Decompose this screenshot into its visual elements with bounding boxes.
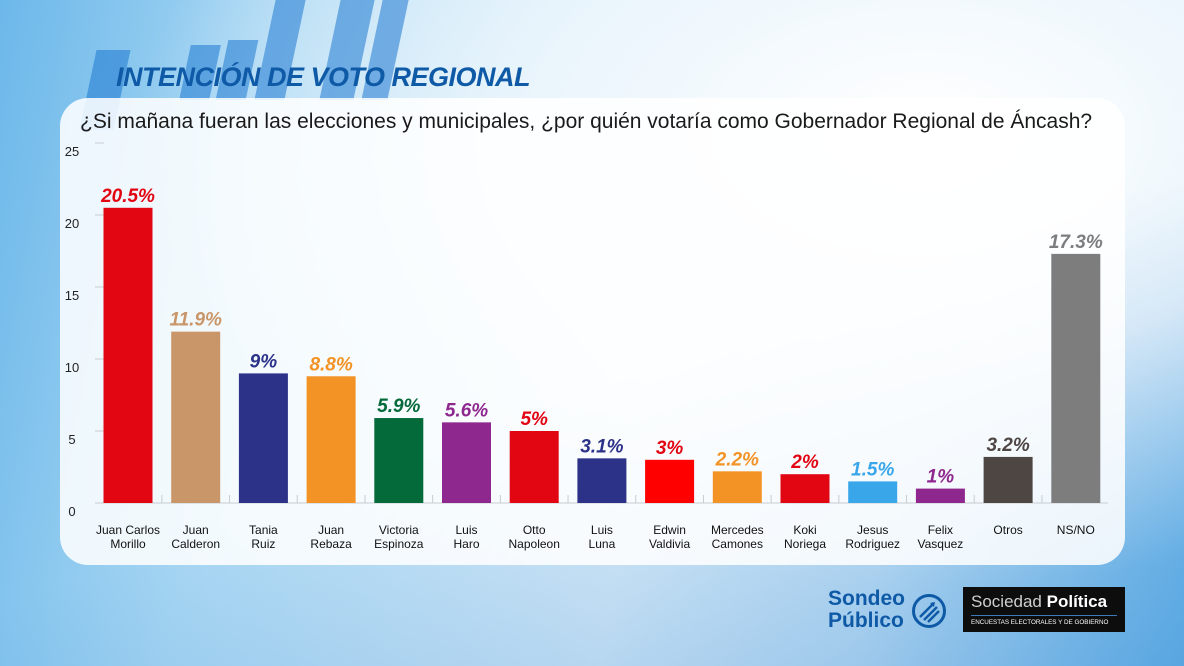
bars [103, 207, 1101, 504]
bar [712, 471, 762, 503]
x-tick-label: Valdivia [649, 537, 690, 551]
bar [374, 418, 424, 503]
bar [306, 376, 356, 503]
value-label: 5.6% [445, 400, 488, 421]
x-tick-label: Juan [318, 523, 344, 537]
y-tick-label: 20 [65, 216, 79, 231]
y-axis: 0 5 10 15 20 25 [65, 142, 104, 519]
x-tick-label: Jesus [857, 523, 888, 537]
logo-text: Sociedad [971, 592, 1042, 611]
bar [171, 331, 221, 503]
x-tick-label: NS/NO [1057, 523, 1095, 537]
x-tick-label: Felix [928, 523, 953, 537]
value-label: 1% [927, 467, 955, 488]
x-tick-label: Luis [591, 523, 613, 537]
y-tick-label: 0 [68, 504, 75, 519]
y-tick-label: 10 [65, 360, 79, 375]
x-tick-label: Rodriguez [845, 537, 900, 551]
value-label: 3% [656, 438, 684, 459]
x-tick-label: Juan [183, 523, 209, 537]
sondeo-publico-logo: Sondeo Público [828, 588, 950, 636]
x-tick-label: Otto [523, 523, 546, 537]
logo-text: Política [1046, 592, 1108, 611]
x-tick-label: Ruiz [251, 537, 275, 551]
value-label: 1.5% [851, 459, 894, 480]
value-label: 3.1% [580, 436, 623, 457]
x-tick-label: Victoria [379, 523, 419, 537]
rising-arrows-icon [912, 594, 946, 628]
x-tick-label: Calderon [171, 537, 220, 551]
bar [983, 456, 1033, 503]
chart-question: ¿Si mañana fueran las elecciones y munic… [80, 110, 1093, 133]
x-tick-label: Luna [589, 537, 616, 551]
x-tick-label: Juan Carlos [96, 523, 160, 537]
bar [1051, 253, 1101, 503]
value-label: 5.9% [377, 396, 420, 417]
x-tick-label: Rebaza [310, 537, 352, 551]
x-tick-label: Espinoza [374, 537, 424, 551]
bar [848, 481, 898, 503]
y-tick-label: 5 [68, 432, 75, 447]
x-tick-label: Tania [249, 523, 278, 537]
value-label: 2% [790, 452, 819, 473]
value-label: 17.3% [1049, 232, 1103, 253]
x-tick-labels: Juan CarlosMorilloJuanCalderonTaniaRuizJ… [96, 523, 1095, 551]
y-tick-label: 15 [65, 288, 79, 303]
bar [645, 459, 695, 503]
value-label: 20.5% [100, 186, 155, 207]
divider [971, 615, 1117, 616]
bar [509, 431, 559, 503]
x-tick-label: Mercedes [711, 523, 764, 537]
x-tick-label: Haro [453, 537, 479, 551]
value-label: 2.2% [715, 449, 759, 470]
bar [915, 488, 965, 503]
value-label: 8.8% [309, 354, 352, 375]
x-tick-label: Koki [793, 523, 816, 537]
value-labels: 20.5% 11.9% 9% 8.8% 5.9% 5.6% 5% 3.1% 3% 2.2% 2% 1.… [100, 186, 1103, 488]
bar [442, 422, 491, 503]
bar [780, 474, 830, 503]
x-tick-label: Vasquez [917, 537, 963, 551]
page-title: INTENCIÓN DE VOTO REGIONAL [116, 62, 531, 92]
x-tick-label: Luis [455, 523, 477, 537]
logo-tagline: ENCUESTAS ELECTORALES Y DE GOBIERNO [971, 619, 1109, 626]
sociedad-politica-logo: Sociedad Política ENCUESTAS ELECTORALES … [963, 587, 1125, 632]
bar [577, 458, 627, 503]
bar [103, 207, 153, 504]
x-tick-label: Edwin [653, 523, 686, 537]
value-label: 11.9% [169, 310, 222, 331]
x-tick-label: Camones [712, 537, 763, 551]
value-label: 5% [520, 409, 548, 430]
value-label: 9% [250, 351, 278, 372]
x-tick-label: Otros [993, 523, 1022, 537]
x-tick-label: Morillo [110, 537, 146, 551]
x-tick-label: Noriega [784, 537, 826, 551]
logo-text: Sondeo [828, 587, 905, 610]
bar [238, 373, 288, 503]
logo-text: Público [828, 609, 904, 632]
value-label: 3.2% [986, 435, 1029, 456]
x-tick-label: Napoleon [509, 537, 560, 551]
y-tick-label: 25 [65, 144, 79, 159]
